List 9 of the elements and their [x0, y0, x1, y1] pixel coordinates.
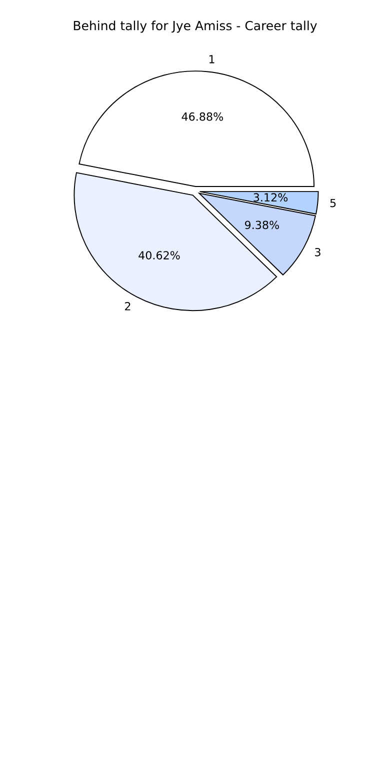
- data-label: 46.88%: [182, 112, 223, 121]
- slice-label: 1: [209, 55, 214, 64]
- slice-label: 2: [125, 302, 130, 310]
- data-label: 40.62%: [138, 251, 180, 260]
- chart-title: Behind tally for Jye Amiss - Career tally: [74, 20, 317, 33]
- data-label: 9.38%: [244, 220, 279, 230]
- data-label: 3.12%: [254, 193, 288, 202]
- slice-label: 5: [330, 198, 336, 208]
- slice-label: 3: [315, 248, 320, 256]
